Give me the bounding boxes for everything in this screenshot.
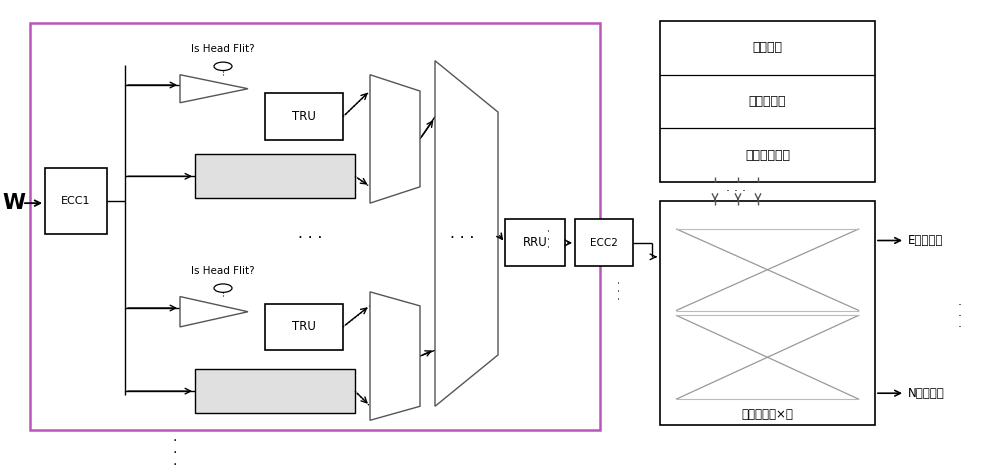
Text: · · ·: · · · (298, 231, 322, 246)
Text: ·
·
·: · · · (173, 434, 177, 467)
Polygon shape (180, 297, 248, 327)
FancyBboxPatch shape (265, 304, 343, 350)
FancyBboxPatch shape (195, 154, 355, 198)
Text: RRU: RRU (523, 236, 547, 249)
FancyBboxPatch shape (660, 201, 875, 425)
FancyBboxPatch shape (30, 23, 600, 430)
Text: ECC2: ECC2 (590, 238, 618, 248)
FancyBboxPatch shape (265, 93, 343, 140)
Text: 路由计算: 路由计算 (753, 42, 783, 54)
FancyBboxPatch shape (505, 219, 565, 266)
Text: · · ·: · · · (450, 231, 474, 246)
Text: ·
·
·: · · · (958, 299, 962, 334)
Text: · · ·: · · · (726, 185, 746, 198)
Text: 交叉开关５×５: 交叉开关５×５ (742, 408, 793, 421)
Text: W: W (2, 193, 25, 213)
Text: N输出端口: N输出端口 (908, 387, 945, 400)
FancyBboxPatch shape (660, 21, 875, 182)
FancyBboxPatch shape (195, 369, 355, 413)
FancyBboxPatch shape (45, 168, 107, 234)
Polygon shape (435, 61, 498, 406)
Text: · · ·: · · · (614, 280, 626, 299)
Text: 虚通道分配: 虚通道分配 (749, 95, 786, 108)
FancyBboxPatch shape (575, 219, 633, 266)
Text: 交叉开关分配: 交叉开关分配 (745, 149, 790, 162)
Text: TRU: TRU (292, 110, 316, 123)
Text: · · ·: · · · (544, 228, 556, 248)
Text: ECC1: ECC1 (61, 196, 91, 206)
Text: E输出端口: E输出端口 (908, 234, 943, 247)
Polygon shape (370, 292, 420, 420)
Text: TRU: TRU (292, 320, 316, 333)
Polygon shape (370, 75, 420, 203)
Text: Is Head Flit?: Is Head Flit? (191, 44, 255, 54)
Text: Is Head Flit?: Is Head Flit? (191, 266, 255, 276)
Polygon shape (180, 75, 248, 103)
